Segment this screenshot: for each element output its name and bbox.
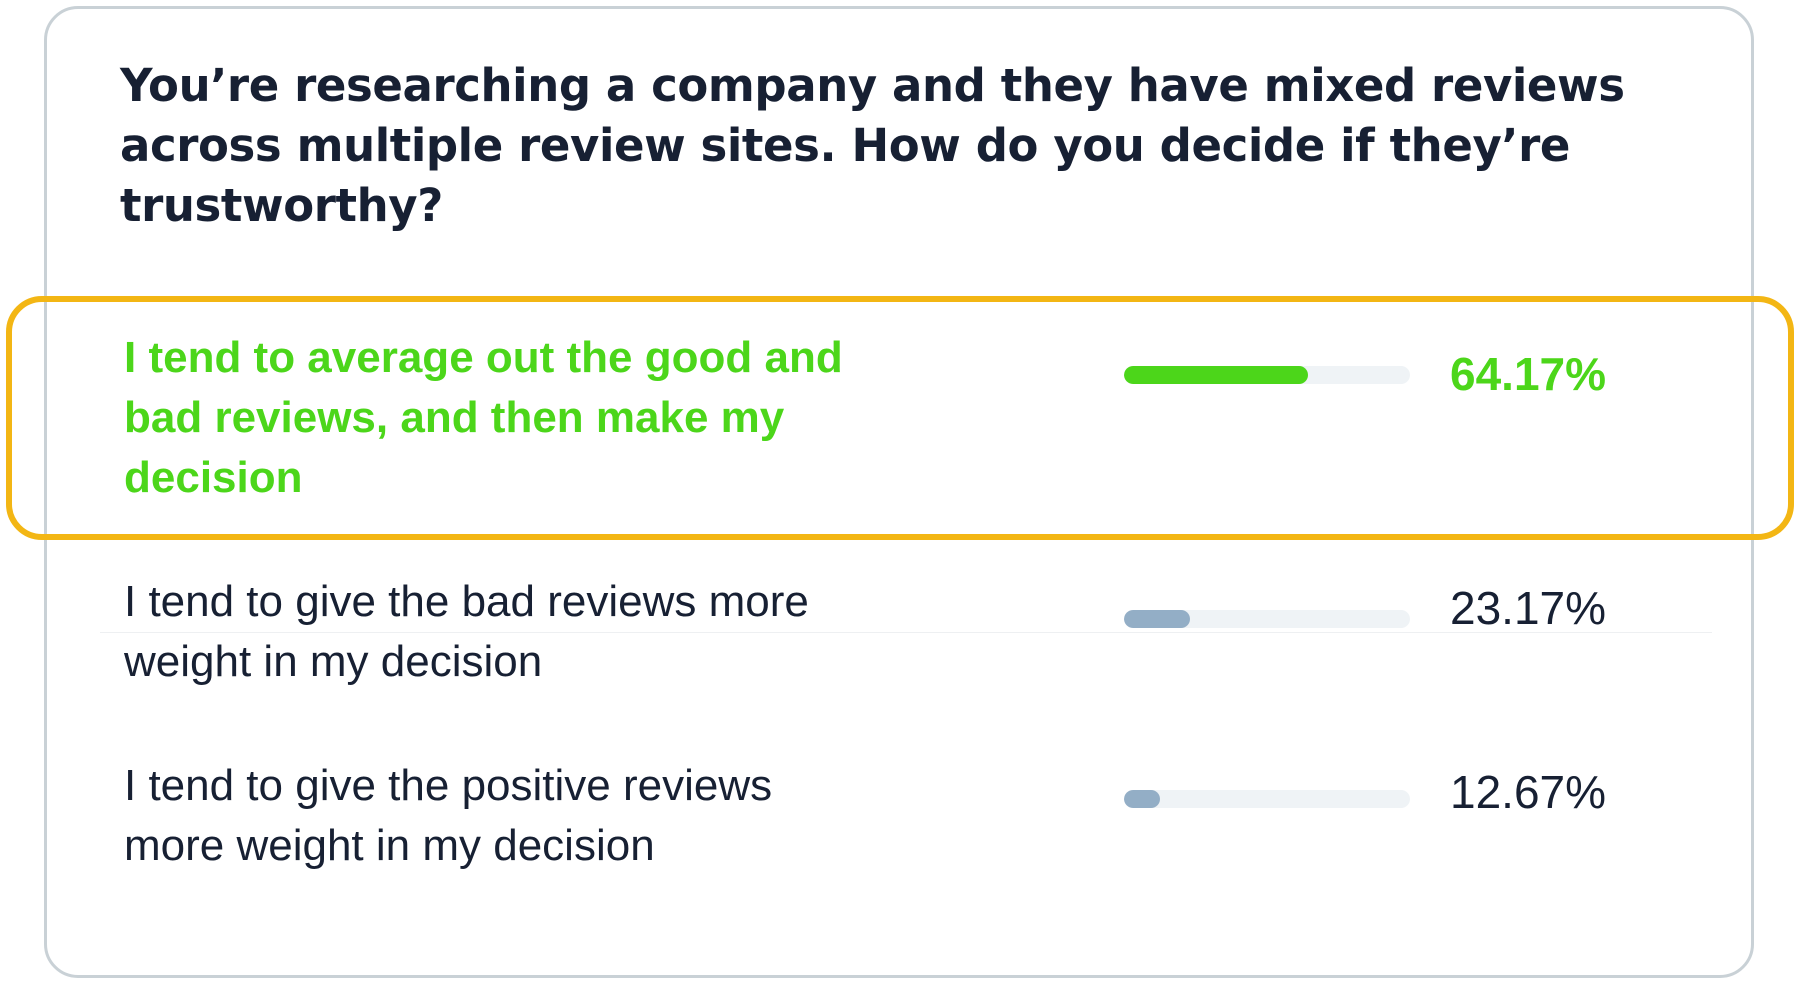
option-label: I tend to give the bad reviews more weig…: [124, 577, 809, 686]
bar-track: [1124, 366, 1410, 384]
selected-option-highlight: [6, 296, 1794, 540]
bar-fill: [1124, 366, 1308, 384]
poll-question: You’re researching a company and they ha…: [120, 59, 1625, 232]
percent-label: 23.17%: [1450, 582, 1607, 634]
bar-fill: [1124, 610, 1191, 628]
bar-track: [1124, 790, 1410, 808]
option-label: I tend to average out the good and bad r…: [124, 333, 843, 502]
option-label: I tend to give the positive reviews more…: [124, 761, 773, 870]
percent-label: 12.67%: [1450, 766, 1607, 818]
row-divider: [100, 632, 1712, 633]
percent-label: 64.17%: [1450, 348, 1607, 400]
poll-card: [44, 6, 1754, 978]
bar-fill: [1124, 790, 1161, 808]
bar-track: [1124, 610, 1410, 628]
